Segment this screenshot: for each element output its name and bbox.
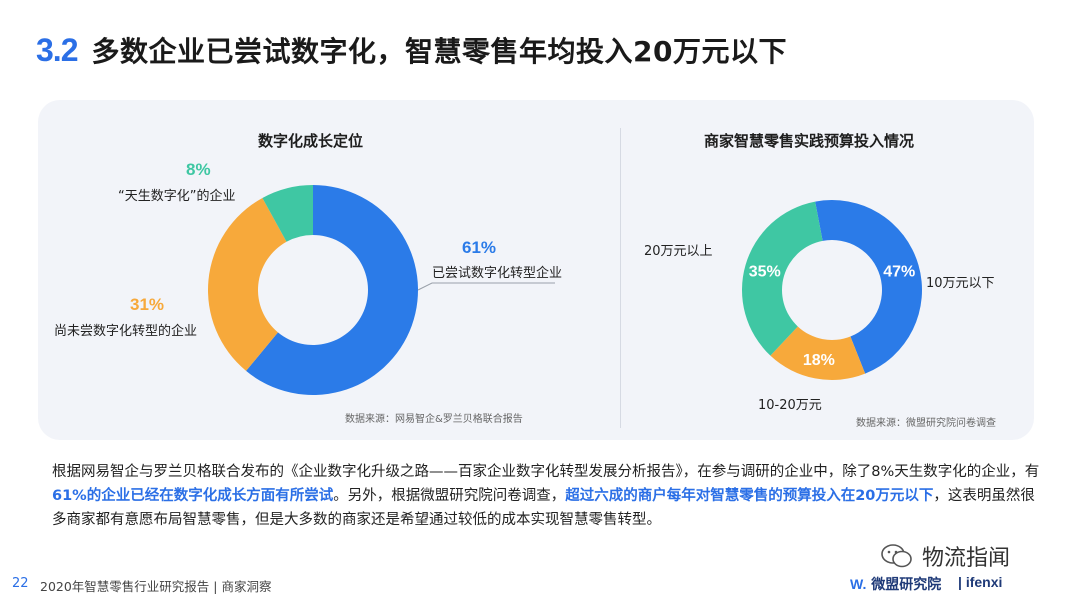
weimob-logo-text: 微盟研究院 <box>871 577 942 593</box>
ifenxi-logo-text: ifenxi <box>965 574 1003 590</box>
donut-slice <box>741 201 823 356</box>
ifenxi-logo: | ifenxi <box>958 574 1003 590</box>
chart2-category-label: 20万元以上 <box>644 244 713 259</box>
watermark-text: 物流指闻 <box>922 546 1011 571</box>
chart2-category-label: 10-20万元 <box>758 398 822 413</box>
wechat-icon <box>881 544 912 568</box>
watermark: 物流指闻 <box>880 540 1010 572</box>
weimob-logo: W. 微盟研究院 <box>850 574 941 594</box>
slice-value-label: 35% <box>749 263 781 280</box>
footer: 22 2020年智慧零售行业研究报告 | 商家洞察 <box>0 568 1080 607</box>
chart1-source: 数据来源：网易智企&罗兰贝格联合报告 <box>345 414 523 425</box>
slice-value-label: 18% <box>803 352 835 369</box>
chart1-category-label: 已尝试数字化转型企业 <box>432 266 563 281</box>
para-text: 根据网易智企与罗兰贝格联合发布的《企业数字化升级之路——百家企业数字化转型发展分… <box>52 464 1040 480</box>
chart1-category-label: “天生数字化”的企业 <box>118 189 236 204</box>
chart1-pct-label: 31% <box>130 295 165 314</box>
chart1-pct-label: 8% <box>186 160 211 179</box>
para-highlight: 61%的企业已经在数字化成长方面有所尝试 <box>52 488 334 504</box>
chart2-source: 数据来源：微盟研究院问卷调查 <box>856 418 996 429</box>
para-text: 。另外，根据微盟研究院问卷调查， <box>333 488 566 504</box>
panel-divider <box>620 128 621 428</box>
chart2-title: 商家智慧零售实践预算投入情况 <box>704 132 915 150</box>
body-paragraph: 根据网易智企与罗兰贝格联合发布的《企业数字化升级之路——百家企业数字化转型发展分… <box>52 460 1042 532</box>
chart1-title: 数字化成长定位 <box>258 132 364 150</box>
para-text: ，这表明虽然很多商家都有意愿布局智慧零售，但是大多数的商家还是希望通过较低的成本… <box>52 488 1035 528</box>
para-highlight: 超过六成的商户每年对智慧零售的预算投入在20万元以下 <box>565 488 934 504</box>
donut-chart-2: 47% 18% 35% <box>741 199 923 380</box>
footer-text: 2020年智慧零售行业研究报告 | 商家洞察 <box>40 579 272 594</box>
slice-value-label: 47% <box>883 263 915 280</box>
chart1-category-label: 尚未尝数字化转型的企业 <box>54 324 198 339</box>
donut-slice <box>246 185 418 396</box>
donut-slice <box>207 197 287 371</box>
page-number: 22 <box>12 576 29 591</box>
chart-panel <box>38 100 1034 440</box>
chart1-pct-label: 61% <box>462 238 497 257</box>
leader-line <box>417 282 555 291</box>
weimob-logo-icon: W. <box>850 576 867 592</box>
donut-slice <box>262 185 313 242</box>
donut-chart-1 <box>207 185 418 396</box>
section-number: 3.2 <box>36 31 78 68</box>
title-text: 多数企业已尝试数字化，智慧零售年均投入20万元以下 <box>91 35 787 68</box>
page-title: 3.2 多数企业已尝试数字化，智慧零售年均投入20万元以下 <box>36 30 787 70</box>
donut-slice <box>815 199 923 374</box>
chart2-category-label: 10万元以下 <box>926 276 995 291</box>
donut-slice <box>770 326 866 380</box>
